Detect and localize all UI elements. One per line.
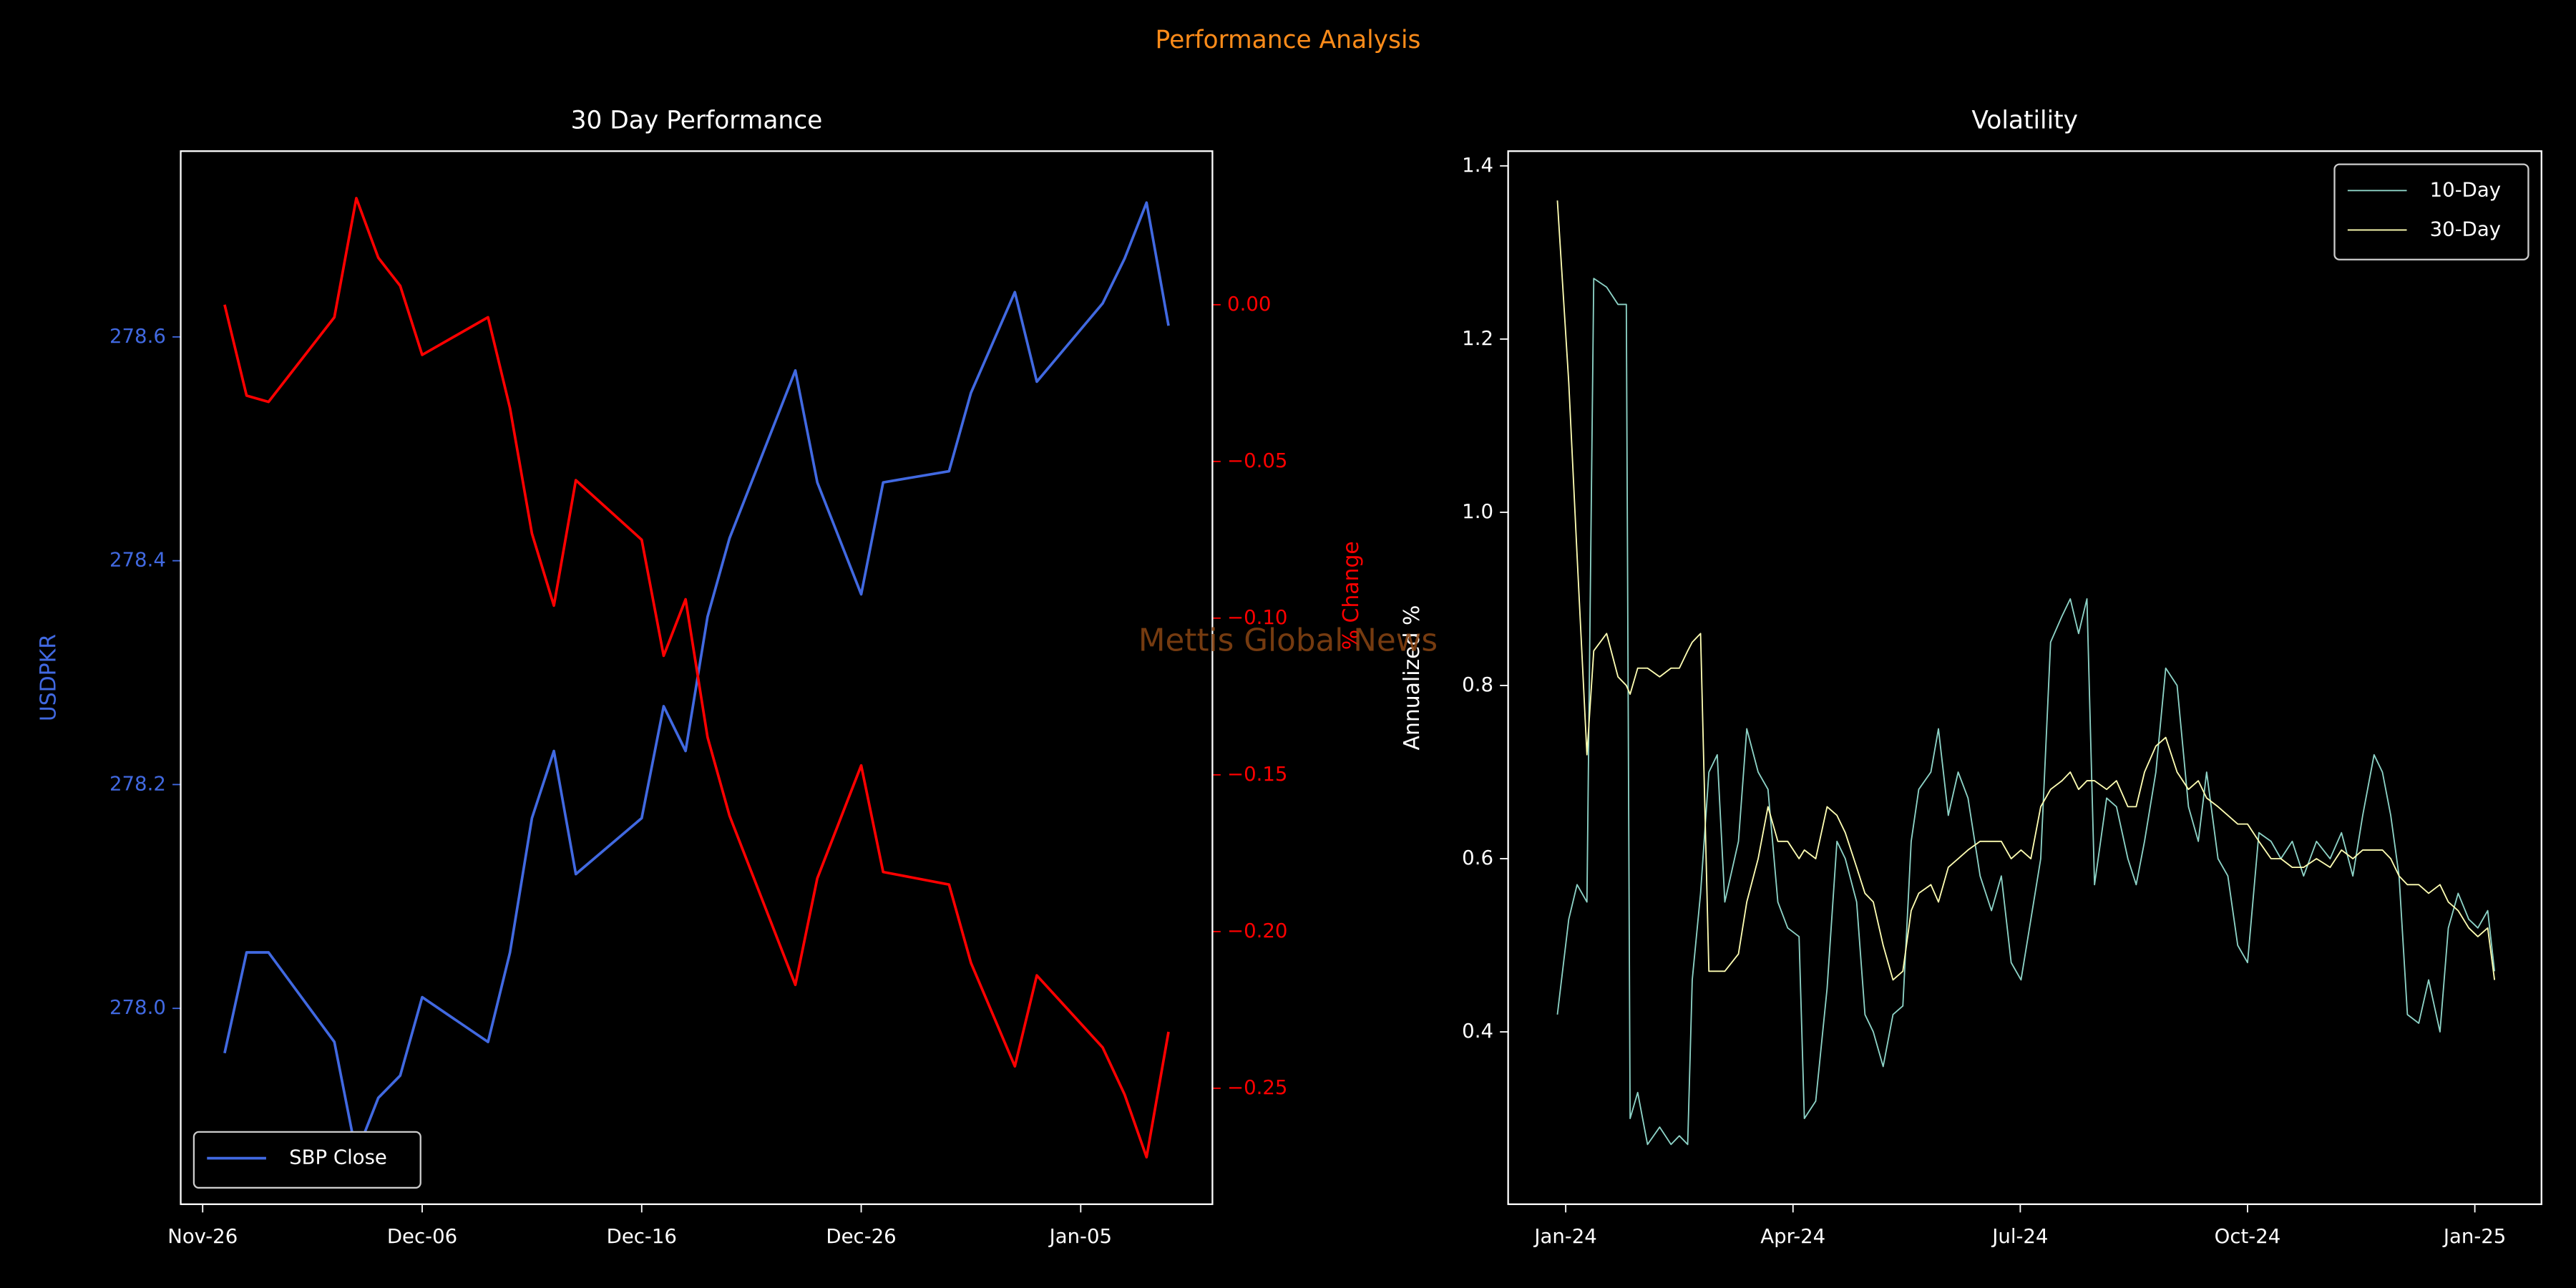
legend-box bbox=[192, 1131, 421, 1189]
y-tick-label: 1.0 bbox=[1462, 500, 1493, 523]
legend-label: 10-Day bbox=[2430, 178, 2501, 201]
y2-axis-label: % Change bbox=[1339, 541, 1364, 650]
series-line bbox=[223, 197, 1170, 1159]
y-tick-label: 0.6 bbox=[1462, 847, 1493, 869]
y-axis-label: Annualized % bbox=[1400, 605, 1425, 751]
series-line bbox=[223, 201, 1170, 1156]
x-tick-label: Jan-05 bbox=[1048, 1225, 1112, 1248]
x-tick-label: Apr-24 bbox=[1760, 1225, 1825, 1248]
x-tick-label: Dec-26 bbox=[826, 1225, 896, 1248]
y2-tick-label: 0.00 bbox=[1227, 293, 1271, 316]
x-tick-label: Jan-24 bbox=[1533, 1225, 1596, 1248]
figure-title: Performance Analysis bbox=[1156, 26, 1421, 54]
y-tick-label: 0.8 bbox=[1462, 673, 1493, 696]
y-tick-label: 278.0 bbox=[109, 996, 166, 1019]
y2-tick-label: −0.15 bbox=[1227, 763, 1287, 786]
legend-box bbox=[2333, 163, 2529, 260]
y2-tick-label: −0.20 bbox=[1227, 919, 1287, 942]
y-tick-label: 278.4 bbox=[109, 549, 166, 572]
y2-tick-label: −0.25 bbox=[1227, 1076, 1287, 1099]
y-tick-label: 0.4 bbox=[1462, 1020, 1493, 1043]
x-tick-label: Dec-06 bbox=[387, 1225, 457, 1248]
watermark: Mettis Global News bbox=[1138, 623, 1438, 659]
y-tick-label: 1.4 bbox=[1462, 154, 1493, 177]
x-tick-label: Oct-24 bbox=[2215, 1225, 2281, 1248]
axes-frame bbox=[1507, 150, 2542, 1206]
chart-title: Volatility bbox=[1971, 106, 2078, 135]
y-tick-label: 278.2 bbox=[109, 772, 166, 795]
legend-label: SBP Close bbox=[289, 1146, 387, 1169]
chart-title: 30 Day Performance bbox=[571, 106, 823, 135]
y-tick-label: 1.2 bbox=[1462, 327, 1493, 350]
axes-frame bbox=[180, 150, 1214, 1206]
x-tick-label: Dec-16 bbox=[607, 1225, 677, 1248]
series-line bbox=[1556, 200, 2496, 981]
x-tick-label: Nov-26 bbox=[167, 1225, 238, 1248]
x-tick-label: Jul-24 bbox=[1991, 1225, 2048, 1248]
legend-label: 30-Day bbox=[2430, 218, 2501, 240]
y2-tick-label: −0.10 bbox=[1227, 606, 1287, 629]
y2-tick-label: −0.05 bbox=[1227, 449, 1287, 472]
y-axis-label: USDPKR bbox=[36, 634, 61, 721]
series-line bbox=[1556, 278, 2496, 1146]
x-tick-label: Jan-25 bbox=[2442, 1225, 2506, 1248]
y-tick-label: 278.6 bbox=[109, 325, 166, 348]
